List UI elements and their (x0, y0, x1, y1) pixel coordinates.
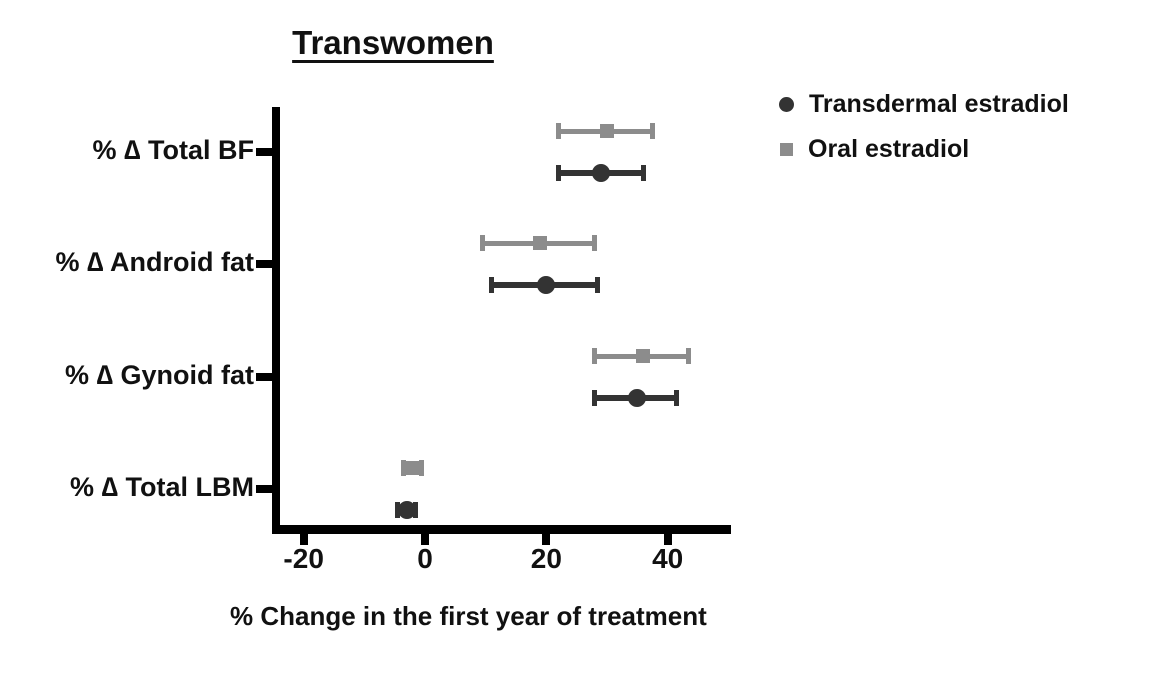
error-bar-cap (650, 123, 655, 139)
x-tick (421, 534, 429, 545)
marker-circle (591, 164, 610, 182)
error-bar-cap (592, 235, 598, 251)
circle-marker-icon (779, 97, 794, 112)
legend-label: Transdermal estradiol (809, 90, 1069, 118)
error-bar-cap (674, 390, 680, 406)
marker-square (600, 124, 614, 138)
error-bar-cap (489, 277, 495, 293)
marker-circle (397, 501, 416, 519)
x-tick-label: 40 (652, 543, 684, 574)
error-bar-cap (555, 123, 561, 139)
legend-label: Oral estradiol (808, 135, 970, 163)
error-bar-cap (592, 348, 598, 364)
error-bar-cap (413, 502, 419, 518)
error-bar-cap (480, 235, 486, 251)
x-tick-label: -20 (283, 543, 324, 574)
marker-circle (628, 389, 647, 407)
error-bar-cap (395, 502, 401, 518)
x-axis-title: % Change in the first year of treatment (230, 601, 707, 631)
error-bar-cap (555, 165, 561, 181)
marker-square (533, 236, 548, 250)
marker-square (405, 461, 420, 475)
y-tick (256, 373, 272, 381)
error-bar-cap (419, 460, 425, 476)
x-tick (542, 534, 551, 545)
x-tick-label: 20 (530, 543, 562, 574)
error-bar-cap (592, 390, 598, 406)
legend: Transdermal estradiol Oral estradiol (779, 82, 1069, 172)
x-tick (299, 534, 308, 545)
category-label: % ∆ Gynoid fat (64, 360, 254, 390)
y-axis-line (272, 107, 280, 534)
error-bar-cap (401, 460, 407, 476)
marker-circle (537, 276, 556, 294)
y-tick (256, 148, 272, 156)
error-bar-cap (595, 277, 601, 293)
category-label: % ∆ Android fat (55, 247, 254, 277)
marker-square (636, 349, 651, 363)
square-marker-icon (780, 143, 793, 156)
y-tick (256, 260, 272, 268)
category-label: % ∆ Total BF (92, 135, 254, 165)
error-bar-cap (640, 165, 646, 181)
y-tick (256, 485, 272, 493)
x-axis-line (272, 525, 731, 534)
x-tick-label: 0 (417, 543, 433, 574)
chart-title: Transwomen (292, 24, 494, 61)
category-label: % ∆ Total LBM (69, 472, 254, 502)
legend-item-oral: Oral estradiol (779, 127, 1069, 172)
error-bar-cap (686, 348, 692, 364)
legend-item-transdermal: Transdermal estradiol (779, 82, 1069, 127)
x-tick (663, 534, 672, 545)
